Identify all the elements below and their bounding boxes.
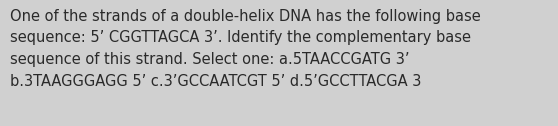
Text: One of the strands of a double-helix DNA has the following base
sequence: 5’ CGG: One of the strands of a double-helix DNA… [10,9,481,89]
